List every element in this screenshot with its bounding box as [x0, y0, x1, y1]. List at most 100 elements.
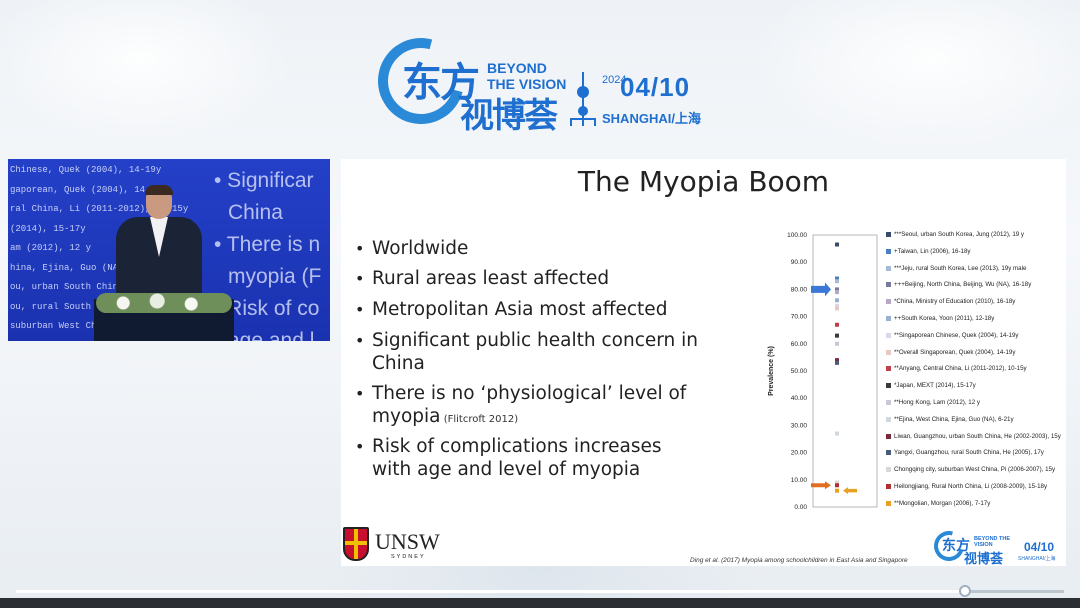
slide-bullet-citation: (Flitcroft 2012): [440, 414, 519, 425]
bullet-dot-icon: •: [355, 269, 365, 288]
legend-marker-icon: [886, 232, 891, 237]
slide-bullet-text: Metropolitan Asia most affected: [372, 299, 668, 320]
slide-reference: Ding et al. (2017) Myopia among schoolch…: [690, 557, 908, 564]
legend-entry: ***Jeju, rural South Korea, Lee (2013), …: [886, 265, 1066, 283]
legend-marker-icon: [886, 282, 891, 288]
video-progress-bar[interactable]: [16, 590, 1064, 593]
data-point: [835, 298, 839, 303]
y-tick-label: 40.00: [791, 395, 808, 402]
legend-label: ***Seoul, urban South Korea, Jung (2012)…: [894, 231, 1025, 238]
legend-label: **Singaporean Chinese, Quek (2004), 14-1…: [894, 331, 1019, 339]
y-axis-label: Prevalence (%): [768, 346, 775, 396]
legend-marker-icon: [886, 248, 891, 254]
logo-en-line2: THE VISION: [487, 76, 567, 92]
legend-entry: **Singaporean Chinese, Quek (2004), 14-1…: [886, 332, 1066, 350]
feed-screen-bullet: • Significar: [214, 169, 314, 192]
slide-bullet-text: Significant public health concern in Chi…: [372, 330, 699, 374]
data-point: [835, 290, 839, 295]
legend-marker-icon: [886, 450, 891, 456]
y-tick-label: 90.00: [791, 259, 808, 266]
mini-logo-cn-line1: 东方: [942, 538, 970, 554]
y-tick-label: 30.00: [791, 422, 808, 429]
legend-entry: Heilongjiang, Rural North China, Li (200…: [886, 483, 1066, 501]
mini-logo-city: SHANGHAI/上海: [1018, 556, 1056, 562]
slide-bullet-text: Worldwide: [372, 238, 469, 259]
logo-cn-line1: 东方: [402, 60, 480, 106]
feed-screen-line: (2014), 15-17y: [10, 223, 86, 234]
unsw-subtitle: SYDNEY: [391, 554, 426, 560]
legend-marker-icon: [886, 416, 891, 422]
video-scrubber-handle[interactable]: [959, 585, 972, 597]
legend-entry: *China, Ministry of Education (2010), 16…: [886, 298, 1066, 316]
data-point: [835, 303, 839, 308]
legend-label: **Overall Singaporean, Quek (2004), 14-1…: [894, 348, 1016, 356]
data-point: [835, 341, 839, 346]
data-point: [835, 276, 839, 281]
y-tick-label: 10.00: [791, 477, 808, 484]
mini-logo-date: 04/10: [1024, 540, 1055, 554]
data-point: [835, 287, 839, 292]
slide-bullet-text: There is no ‘physiological’ level of myo…: [372, 383, 687, 427]
legend-marker-icon: [886, 332, 891, 338]
logo-year: 2024: [602, 74, 627, 86]
y-tick-label: 60.00: [791, 341, 808, 348]
legend-marker-icon: [886, 400, 891, 405]
legend-label: **Mongolian, Morgan (2006), 7-17y: [894, 499, 991, 507]
highlight-arrow-icon: [811, 282, 831, 297]
legend-marker-icon: [886, 383, 891, 389]
feed-screen-lines: Chinese, Quek (2004), 14-19y gaporean, Qu…: [8, 159, 198, 341]
bullet-dot-icon: •: [355, 437, 365, 456]
bullet-dot-icon: •: [355, 331, 365, 350]
legend-label: +Taiwan, Lin (2006), 16-18y: [894, 247, 971, 255]
data-point: [835, 322, 839, 327]
unsw-wordmark: UNSW: [375, 529, 440, 554]
legend-entry: **Mongolian, Morgan (2006), 7-17y: [886, 500, 1066, 518]
feed-screen-bullet: myopia (F: [228, 265, 322, 288]
data-point: [835, 483, 839, 488]
logo-cn-line2: 视博荟: [460, 96, 558, 136]
data-point: [835, 488, 839, 493]
feed-screen-line: gaporean, Quek (2004), 14-19y: [10, 184, 167, 195]
legend-marker-icon: [886, 349, 891, 355]
legend-label: Chongqing city, suburban West China, Pi …: [894, 466, 1056, 474]
highlight-arrow-icon: [811, 481, 831, 490]
feed-screen-line: suburban West China, Pi (: [10, 321, 146, 331]
podium-flowers: [96, 293, 232, 313]
legend-marker-icon: [886, 366, 891, 372]
slide-bullet-text: Risk of complications increases with age…: [372, 436, 662, 480]
legend-marker-icon: [886, 316, 891, 321]
player-bottom-bar: [0, 598, 1080, 608]
data-point: [835, 360, 839, 365]
slide-bullet-text: Rural areas least affected: [372, 268, 610, 289]
legend-entry: ++South Korea, Yoon (2011), 12-18y: [886, 315, 1066, 333]
feed-screen-line: ou, urban South China, He (: [10, 282, 156, 292]
legend-label: **Hong Kong, Lam (2012), 12 y: [894, 399, 980, 406]
data-point: [835, 480, 839, 485]
oriental-pearl-tower-icon: [568, 72, 598, 126]
data-point: [835, 242, 839, 247]
legend-entry: *Japan, MEXT (2014), 15-17y: [886, 382, 1066, 400]
logo-en-line1: BEYOND: [487, 60, 547, 76]
legend-entry: **Ejina, West China, Ejina, Guo (NA), 6-…: [886, 416, 1066, 434]
logo-date: 04/10: [620, 72, 691, 102]
legend-label: Liwan, Guangzhou, urban South China, He …: [894, 432, 1061, 440]
data-point: [835, 279, 839, 284]
speaker-camera-feed: Chinese, Quek (2004), 14-19y gaporean, Qu…: [8, 159, 330, 341]
feed-screen-bullet: • Risk of co: [214, 297, 320, 320]
chart-plot-frame: [812, 234, 878, 508]
feed-screen-bullet: China: [228, 201, 283, 224]
bullet-dot-icon: •: [355, 239, 365, 258]
legend-entry: +++Beijing, North China, Beijing, Wu (NA…: [886, 281, 1066, 299]
data-point: [835, 358, 839, 363]
y-tick-label: 20.00: [791, 450, 808, 457]
legend-marker-icon: [886, 299, 891, 305]
legend-entry: Liwan, Guangzhou, urban South China, He …: [886, 433, 1066, 451]
y-tick-label: 100.00: [787, 232, 807, 239]
slide-title: The Myopia Boom: [577, 165, 830, 198]
legend-marker-icon: [886, 500, 891, 506]
legend-label: **Anyang, Central China, Li (2011-2012),…: [894, 365, 1027, 373]
unsw-logo: UNSW SYDNEY: [343, 527, 453, 565]
feed-screen-bullet: age and l: [228, 329, 315, 341]
highlight-arrow-icon: [843, 487, 857, 495]
feed-screen-line: ral China, Li (2011-2012), 10-15y: [10, 204, 189, 214]
